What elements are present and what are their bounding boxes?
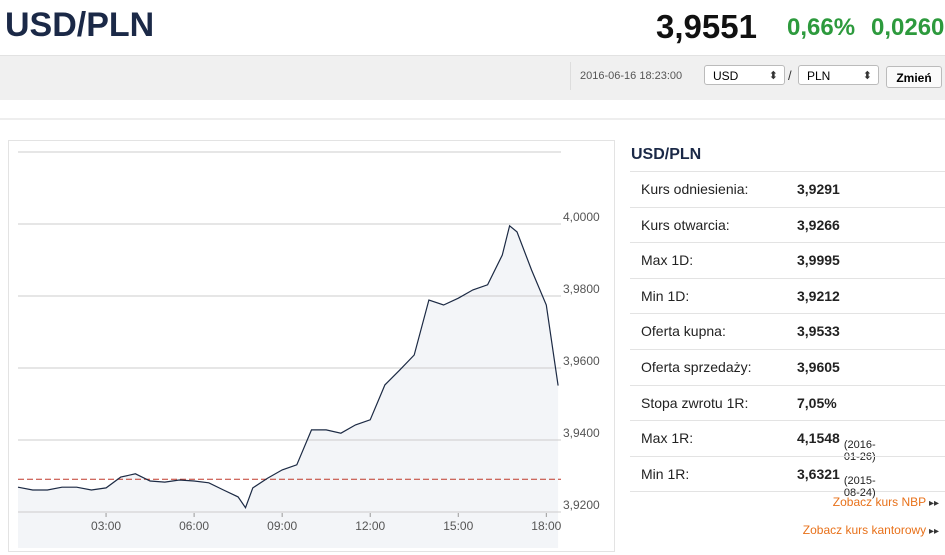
stats-row: Max 1D: 3,9995 <box>630 242 945 278</box>
row-label: Min 1D: <box>641 287 690 304</box>
stats-row: Kurs otwarcia: 3,9266 <box>630 206 945 243</box>
row-label: Max 1D: <box>641 252 694 269</box>
row-label: Oferta kupna: <box>641 323 726 340</box>
row-label: Stopa zwrotu 1R: <box>641 394 749 411</box>
link[interactable]: Zobacz kurs kantorowy <box>803 523 939 537</box>
row-value: 4,1548 (2016-01-26) <box>797 430 876 464</box>
y-tick-label: 3,9800 <box>563 282 600 296</box>
row-border <box>630 491 945 493</box>
y-tick-label: 3,9600 <box>563 354 600 368</box>
row-value: 3,9605 <box>797 358 840 375</box>
divider <box>0 118 945 120</box>
x-tick-label: 12:00 <box>355 519 385 533</box>
row-note: (2016-01-26) <box>843 439 876 464</box>
slash: / <box>788 68 792 83</box>
to-select[interactable]: PLN <box>798 65 879 86</box>
chart-frame <box>8 140 615 552</box>
change-abs: 0,0260 <box>871 14 945 41</box>
x-tick-label: 06:00 <box>179 519 209 533</box>
pair-title: USD/PLN <box>5 6 155 44</box>
toolbar <box>0 55 945 100</box>
x-tick-label: 09:00 <box>267 519 297 533</box>
area <box>18 225 559 549</box>
x-tick-label: 18:00 <box>531 519 561 533</box>
row-value: 3,9291 <box>797 181 840 197</box>
y-tick-label: 4,0000 <box>563 210 600 224</box>
from-select[interactable]: USD <box>704 65 785 86</box>
row-label: Max 1R: <box>641 430 694 447</box>
panel-title: USD/PLN <box>631 146 702 163</box>
timestamp: 2016-06-16 18:23:00 <box>580 70 683 82</box>
row-value: 3,9266 <box>797 216 840 233</box>
row-value: 3,6321 (2015-08-24) <box>797 465 876 499</box>
x-tick-label: 15:00 <box>443 519 473 533</box>
stats-row: Min 1D: 3,9212 <box>630 277 945 314</box>
row-value: 3,9212 <box>797 287 840 304</box>
stats-row: Min 1R: 3,6321 (2015-08-24) <box>630 455 945 499</box>
row-value: 3,9995 <box>797 252 840 269</box>
price-line <box>17 224 559 509</box>
rate: 3,9551 <box>656 8 757 45</box>
chart: 3,9200 3,9400 3,9600 3,9800 4,0000 03:00 06:00… <box>17 151 600 549</box>
link[interactable]: Zobacz kurs NBP <box>833 495 939 509</box>
stats-row: Stopa zwrotu 1R: 7,05% <box>630 384 945 421</box>
stats-row: Max 1R: 4,1548 (2016-01-26) <box>630 420 945 464</box>
row-label: Oferta sprzedaży: <box>641 358 752 375</box>
stats-table: Kurs odniesienia: 3,9291 Kurs otwarcia: 3,9… <box>630 171 945 499</box>
row-label: Kurs otwarcia: <box>641 216 730 233</box>
separator-line <box>570 62 571 90</box>
row-value: 7,05% <box>797 394 837 411</box>
change-button[interactable]: Zmień <box>886 66 942 88</box>
change-pct: 0,66% <box>787 14 856 41</box>
row-value: 3,9533 <box>797 323 840 340</box>
y-tick-label: 3,9200 <box>563 498 600 512</box>
stats-row: Kurs odniesienia: 3,9291 <box>630 171 945 207</box>
row-label: Min 1R: <box>641 465 690 482</box>
y-tick-label: 3,9400 <box>563 426 600 440</box>
stats-row: Oferta kupna: 3,9533 <box>630 313 945 349</box>
x-tick-label: 03:00 <box>91 519 121 533</box>
stats-row: Oferta sprzedaży: 3,9605 <box>630 348 945 385</box>
row-label: Kurs odniesienia: <box>641 181 749 197</box>
